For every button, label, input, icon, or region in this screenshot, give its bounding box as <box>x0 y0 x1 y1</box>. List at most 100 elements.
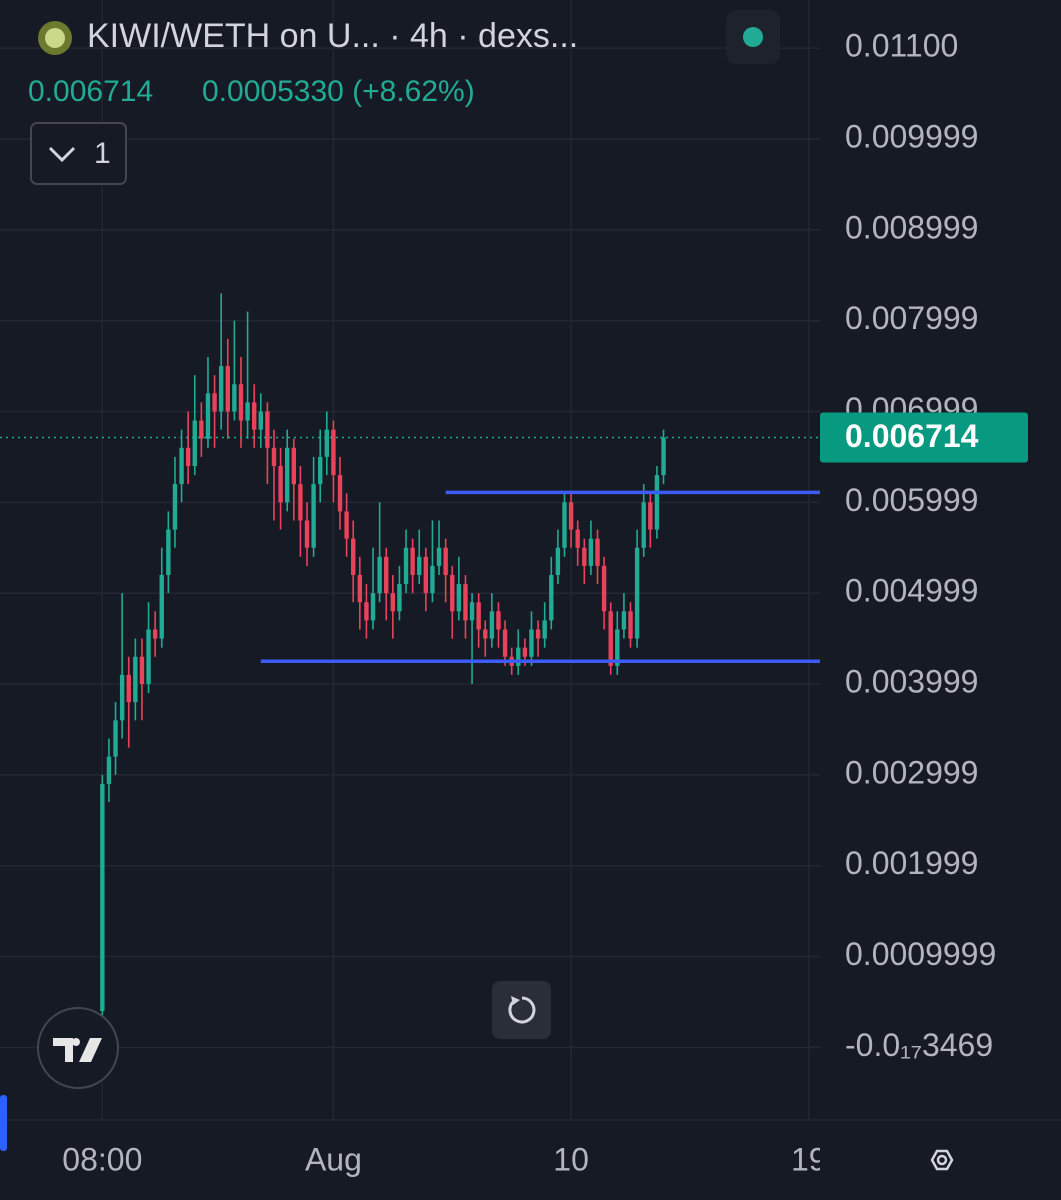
candle-body <box>516 647 521 666</box>
last-price-box <box>820 412 1028 463</box>
candle-body <box>119 674 125 721</box>
candle-body <box>304 520 310 548</box>
candle-body <box>232 384 237 412</box>
candle-body <box>628 611 633 639</box>
candle-body <box>199 420 204 439</box>
candle-body <box>469 602 475 621</box>
candle-body <box>265 411 270 448</box>
candle-body <box>351 538 356 575</box>
candle-body <box>476 602 481 630</box>
chevron-icon <box>48 146 76 163</box>
y-tick-label: 0.007999 <box>845 300 978 336</box>
candle-body <box>377 556 382 594</box>
tv-logo[interactable] <box>37 1007 119 1089</box>
candle-body <box>225 366 230 412</box>
y-tick-label: 0.003999 <box>845 664 978 700</box>
candle-body <box>641 502 646 548</box>
candle-body <box>324 429 330 457</box>
last-price-label: 0.006714 <box>845 418 979 454</box>
candle-body <box>390 593 396 612</box>
candle-body <box>370 593 376 621</box>
status-dot <box>743 27 763 47</box>
candle-body <box>172 484 178 530</box>
candle-body <box>218 366 224 412</box>
candle-body <box>648 502 653 530</box>
candle-body <box>133 656 138 703</box>
y-tick-label: 0.009999 <box>845 119 978 155</box>
candle-body <box>483 629 488 639</box>
reset-icon <box>508 996 536 1024</box>
y-tick-label: 0.0009999 <box>845 936 996 972</box>
candle-body <box>397 584 402 612</box>
x-tick-label: Aug <box>305 1141 362 1177</box>
candle-body <box>608 611 613 666</box>
symbol-icon-inner <box>45 28 65 48</box>
candle-body <box>575 529 580 548</box>
plot <box>0 293 820 1021</box>
x-tick-label: 19 <box>791 1141 827 1177</box>
candle-body <box>502 629 508 657</box>
candle-body <box>582 547 587 566</box>
y-tick-label: 0.005999 <box>845 482 978 518</box>
candle-body <box>344 511 349 539</box>
settings-icon[interactable] <box>930 1149 954 1171</box>
candle-body <box>337 475 343 512</box>
candle-body <box>318 456 323 485</box>
side-tab[interactable] <box>0 1095 7 1151</box>
candle-body <box>364 602 369 621</box>
y-tick-label: -0.0₁₇3469 <box>845 1027 993 1063</box>
candle-body <box>106 756 112 784</box>
candle-body <box>430 565 435 594</box>
candle-body <box>113 720 118 757</box>
candle-body <box>562 502 567 548</box>
candle-body <box>661 437 666 476</box>
candle-body <box>654 475 660 530</box>
candle-body <box>615 629 620 666</box>
y-tick-label: 0.01100 <box>845 28 958 64</box>
candle-body <box>529 629 534 657</box>
x-tick-label: 08:00 <box>62 1141 142 1177</box>
reset-button[interactable] <box>492 981 551 1039</box>
candle-body <box>251 402 257 430</box>
candle-body <box>278 465 283 503</box>
symbol-title[interactable]: KIWI/WETH on U... · 4h · dexs... <box>87 17 578 55</box>
candle-body <box>258 411 263 430</box>
candle-body <box>271 447 277 466</box>
candle-body <box>166 529 171 575</box>
candle-body <box>126 674 131 703</box>
candle-body <box>185 447 191 466</box>
price-change: 0.0005330 (+8.62%) <box>202 75 475 108</box>
candle-body <box>284 447 290 503</box>
candle-body <box>522 647 528 657</box>
candle-body <box>331 429 336 476</box>
y-tick-label: 0.008999 <box>845 209 978 245</box>
candle-body <box>568 502 574 530</box>
candle-body <box>542 620 547 639</box>
candle-body <box>443 547 448 575</box>
candle-body <box>245 402 250 421</box>
candle-body <box>423 556 429 594</box>
candle-body <box>291 447 297 485</box>
candle-body <box>489 611 495 639</box>
candle-body <box>456 584 462 612</box>
candle-body <box>192 420 197 466</box>
candle-body <box>621 611 627 630</box>
indicator-count: 1 <box>94 137 111 170</box>
y-tick-label: 0.002999 <box>845 754 978 790</box>
candle-body <box>601 565 607 612</box>
candle-body <box>535 629 541 639</box>
x-axis: 08:00 Aug 10 19 <box>62 1141 827 1177</box>
indicator-toggle[interactable] <box>30 122 127 185</box>
candle-body <box>555 547 561 575</box>
y-tick-label: 0.001999 <box>845 845 978 881</box>
candle-body <box>384 556 389 594</box>
candle-body <box>463 584 468 621</box>
candle-body <box>549 574 554 621</box>
candle-body <box>179 447 184 485</box>
candle-body <box>238 384 244 421</box>
tv-logo-dot <box>72 1038 80 1046</box>
candle-body <box>403 547 409 585</box>
candle-body <box>410 547 415 575</box>
